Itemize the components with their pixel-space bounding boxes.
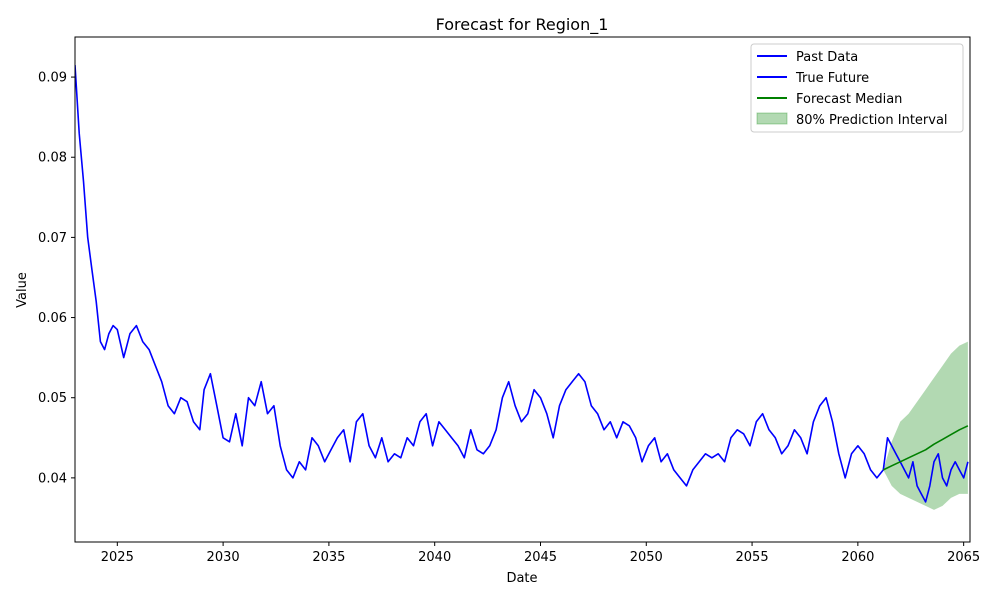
x-tick-label: 2065 <box>947 550 980 565</box>
x-tick-label: 2040 <box>418 550 451 565</box>
y-axis-label: Value <box>15 272 30 308</box>
x-tick-label: 2035 <box>312 550 345 565</box>
y-axis-ticks: 0.04 0.05 0.06 0.07 0.08 0.09 <box>38 71 75 486</box>
y-tick-label: 0.07 <box>38 231 67 246</box>
y-tick-label: 0.08 <box>38 151 67 166</box>
series-line-forecast-median <box>882 425 969 471</box>
y-tick-label: 0.06 <box>38 311 67 326</box>
x-tick-label: 2055 <box>736 550 769 565</box>
y-tick-label: 0.09 <box>38 71 67 86</box>
x-tick-label: 2045 <box>524 550 557 565</box>
x-tick-label: 2025 <box>101 550 134 565</box>
y-tick-label: 0.05 <box>38 391 67 406</box>
x-axis-ticks: 2025 2030 2035 2040 2045 2050 2055 2060 2065 <box>101 542 980 565</box>
chart-title: Forecast for Region_1 <box>436 15 609 35</box>
x-tick-label: 2050 <box>630 550 663 565</box>
x-axis-label: Date <box>506 571 537 586</box>
y-tick-label: 0.04 <box>38 471 67 486</box>
x-tick-label: 2030 <box>207 550 240 565</box>
legend-label-past-data: Past Data <box>796 50 858 65</box>
prediction-interval-band <box>883 341 968 510</box>
plot-area <box>75 65 969 510</box>
legend-box <box>750 43 964 133</box>
legend-swatch-prediction-interval <box>756 112 788 125</box>
x-tick-label: 2060 <box>841 550 874 565</box>
legend: Past Data True Future Forecast Median 80… <box>750 43 964 133</box>
plot-frame <box>74 36 971 543</box>
series-line-past-data <box>75 65 884 487</box>
legend-label-forecast-median: Forecast Median <box>796 92 902 107</box>
legend-label-prediction-interval: 80% Prediction Interval <box>796 113 948 128</box>
legend-label-true-future: True Future <box>795 71 869 86</box>
series-line-true-future <box>882 436 969 503</box>
